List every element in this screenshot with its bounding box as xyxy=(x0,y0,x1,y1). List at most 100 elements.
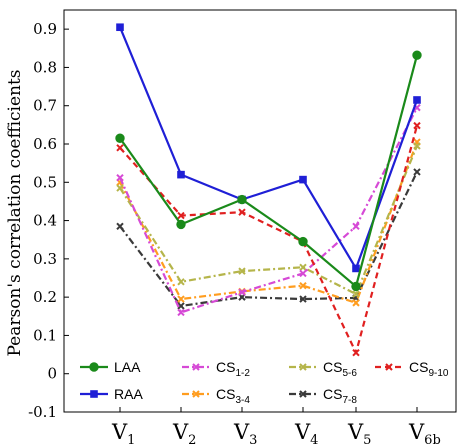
series-cs7-8 xyxy=(116,168,421,310)
legend-label-subscript: 3-4 xyxy=(235,395,250,406)
data-point-cs7-8 xyxy=(116,222,124,231)
axes: -0.100.10.20.30.40.50.60.70.80.9V1 V2 V3 V4… xyxy=(28,9,457,445)
series-line-cs9-10 xyxy=(119,125,419,354)
data-point-laa xyxy=(176,219,186,230)
data-point-cs9-10 xyxy=(177,211,185,220)
x-tick-main: V xyxy=(347,420,364,444)
y-axis-label: Pearson's correlation coefficients xyxy=(5,69,25,356)
legend-label-main: CS xyxy=(323,359,342,375)
y-tick-label: 0.3 xyxy=(33,250,57,268)
legend-swatch-marker xyxy=(385,363,393,371)
y-tick-label: 0.5 xyxy=(33,173,57,191)
data-point-cs7-8 xyxy=(299,295,307,303)
x-tick-subscript: 1 xyxy=(127,433,135,445)
series-line-raa xyxy=(118,26,419,270)
series-cs1-2 xyxy=(116,103,421,317)
x-tick-label: V1 xyxy=(111,420,135,445)
y-tick-label: 0.8 xyxy=(33,58,57,76)
x-tick-main: V xyxy=(233,420,250,444)
y-tick-label: -0.1 xyxy=(28,403,57,421)
legend-label: CS3-4 xyxy=(216,386,250,406)
legend-label: LAA xyxy=(114,359,141,375)
data-point-raa xyxy=(413,96,421,104)
data-point-cs9-10 xyxy=(413,121,421,130)
legend-label: CS9-10 xyxy=(409,359,449,379)
plot-frame xyxy=(63,9,457,413)
legend-item-laa: LAA xyxy=(80,359,141,375)
data-point-cs5-6 xyxy=(413,142,421,150)
x-tick-main: V xyxy=(111,420,128,444)
series-cs9-10 xyxy=(116,121,421,357)
data-point-cs9-10 xyxy=(352,348,360,357)
legend-label-subscript: 7-8 xyxy=(342,395,357,406)
legend-label-main: CS xyxy=(216,386,235,402)
series-raa xyxy=(116,23,421,273)
legend-label-main: LAA xyxy=(114,359,141,375)
data-point-cs7-8 xyxy=(177,302,185,310)
data-point-raa xyxy=(116,23,124,32)
data-point-cs5-6 xyxy=(352,290,360,298)
y-tick-label: 0.2 xyxy=(33,288,57,306)
series-laa xyxy=(115,50,422,292)
data-point-laa xyxy=(298,236,308,247)
legend-label: RAA xyxy=(114,386,143,402)
series-line-cs3-4 xyxy=(119,141,419,304)
data-point-cs9-10 xyxy=(116,144,124,152)
data-point-cs1-2 xyxy=(116,173,124,182)
x-tick-subscript: 5 xyxy=(363,433,371,445)
legend-item-cs5-6: CS5-6 xyxy=(289,359,357,379)
data-point-cs1-2 xyxy=(238,288,246,296)
data-point-raa xyxy=(177,170,185,179)
series-line-cs5-6 xyxy=(119,145,419,296)
legend-swatch-marker xyxy=(299,390,307,398)
series-cs5-6 xyxy=(116,142,421,298)
legend-swatch-marker xyxy=(192,363,200,371)
legend-label-main: CS xyxy=(323,386,342,402)
y-tick-label: 0.6 xyxy=(33,135,57,153)
legend-swatch-marker xyxy=(192,390,200,398)
legend-item-cs7-8: CS7-8 xyxy=(289,386,357,406)
legend-label-subscript: 1-2 xyxy=(235,368,250,379)
series-cs3-4 xyxy=(116,138,421,307)
legend-label: CS5-6 xyxy=(323,359,357,379)
x-tick-label: V6b xyxy=(408,420,441,445)
data-point-laa xyxy=(237,194,247,205)
x-tick-subscript: 3 xyxy=(249,433,257,445)
series-line-laa xyxy=(119,54,419,288)
x-tick-main: V xyxy=(172,420,189,444)
legend-label-main: CS xyxy=(409,359,428,375)
data-point-cs3-4 xyxy=(299,281,307,290)
data-point-laa xyxy=(351,281,361,292)
legend-label-main: CS xyxy=(216,359,235,375)
legend-item-cs3-4: CS3-4 xyxy=(182,386,250,406)
data-point-cs7-8 xyxy=(413,168,421,176)
x-tick-subscript: 6b xyxy=(424,433,441,445)
data-point-laa xyxy=(115,133,125,143)
x-tick-subscript: 4 xyxy=(310,433,318,445)
y-tick-label: 0.4 xyxy=(33,212,57,230)
legend-item-raa: RAA xyxy=(80,386,143,402)
data-point-raa xyxy=(352,264,360,273)
legend-item-cs1-2: CS1-2 xyxy=(182,359,250,379)
data-point-cs5-6 xyxy=(116,184,124,192)
legend-swatch-marker xyxy=(299,363,307,371)
y-tick-label: 0 xyxy=(47,365,57,383)
y-tick-label: 0.1 xyxy=(33,326,57,344)
x-tick-label: V2 xyxy=(172,420,196,445)
x-tick-label: V5 xyxy=(347,420,371,445)
x-tick-main: V xyxy=(294,420,311,444)
data-point-raa xyxy=(299,175,307,184)
legend-label: CS1-2 xyxy=(216,359,250,379)
x-tick-main: V xyxy=(408,420,425,444)
legend-label-subscript: 5-6 xyxy=(342,368,357,379)
series-layer xyxy=(115,23,422,357)
data-point-cs1-2 xyxy=(299,269,307,278)
data-point-cs3-4 xyxy=(177,295,185,303)
data-point-laa xyxy=(412,50,422,60)
y-tick-label: 0.9 xyxy=(33,20,57,38)
x-tick-subscript: 2 xyxy=(188,433,196,445)
series-line-cs1-2 xyxy=(118,107,418,314)
x-tick-label: V3 xyxy=(233,420,257,445)
